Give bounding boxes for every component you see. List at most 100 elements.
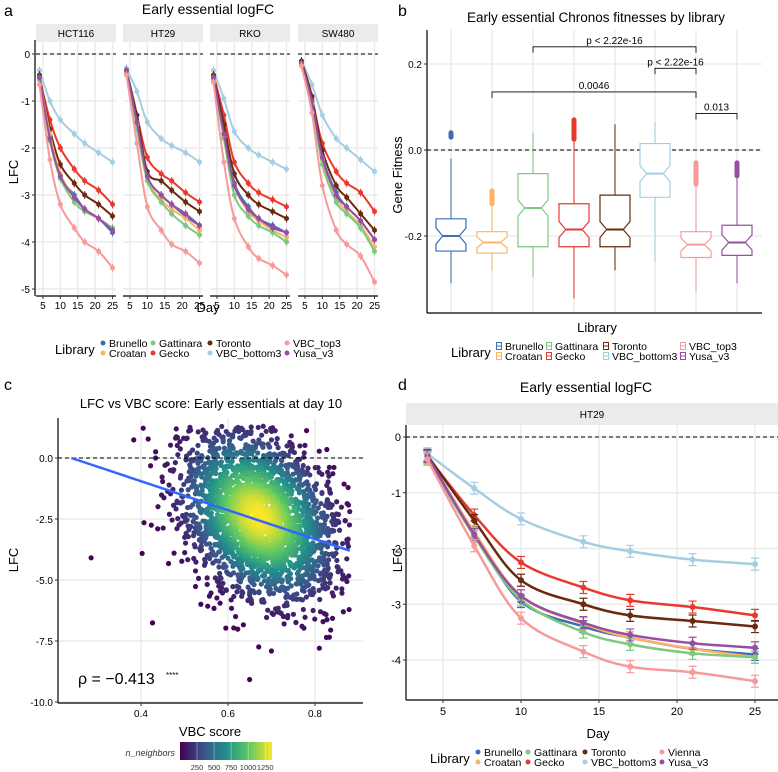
data-point bbox=[627, 663, 634, 670]
x-tick-label: 0.8 bbox=[308, 709, 322, 720]
data-point bbox=[580, 538, 587, 545]
scatter-point bbox=[181, 481, 187, 488]
scatter-point bbox=[256, 589, 262, 595]
scatter-point bbox=[204, 575, 210, 581]
data-point bbox=[197, 199, 203, 205]
scatter-point bbox=[290, 471, 296, 477]
scatter-point bbox=[260, 423, 266, 429]
scatter-point bbox=[219, 423, 225, 430]
scatter-point bbox=[191, 478, 197, 484]
data-point bbox=[245, 206, 251, 212]
panel-c: 0.0 -2.5 -5.0 -7.5 -10.0 0.4 0.6 0.8 ρ = −0.413 *… bbox=[30, 418, 363, 772]
scatter-point bbox=[316, 448, 322, 454]
scatter-point bbox=[160, 525, 166, 531]
data-point bbox=[57, 201, 63, 207]
data-point bbox=[110, 201, 116, 207]
scatter-point bbox=[302, 614, 308, 620]
scatter-point bbox=[326, 464, 332, 470]
scatter-point bbox=[249, 568, 256, 575]
scatter-point bbox=[145, 436, 151, 442]
data-point bbox=[57, 117, 63, 123]
data-point bbox=[518, 577, 524, 584]
panel-b-title: Early essential Chronos fitnesses by lib… bbox=[467, 10, 725, 25]
panel-a-ylabel: LFC bbox=[6, 160, 21, 185]
data-point bbox=[333, 169, 339, 174]
scatter-point bbox=[208, 510, 214, 516]
scatter-point bbox=[155, 526, 161, 532]
scatter-point bbox=[339, 541, 346, 547]
scatter-point bbox=[290, 463, 296, 469]
scatter-point bbox=[303, 594, 310, 600]
scatter-point bbox=[317, 596, 323, 603]
legend-key-Toronto bbox=[582, 749, 588, 755]
scatter-point bbox=[256, 644, 262, 650]
scatter-point bbox=[320, 582, 326, 588]
legend-label: Brunello bbox=[505, 341, 544, 353]
legend-key-Gecko bbox=[150, 350, 156, 356]
scatter-point bbox=[275, 605, 281, 611]
x-tick-label: 20 bbox=[177, 301, 189, 312]
colorbar-tick-label: 750 bbox=[225, 763, 238, 772]
scatter-point bbox=[317, 522, 323, 528]
scatter-point bbox=[219, 585, 225, 591]
scatter-point bbox=[199, 488, 205, 494]
data-point bbox=[358, 157, 364, 163]
notched-box-Brunello bbox=[435, 218, 467, 252]
colorbar-title: n_neighbors bbox=[125, 748, 175, 758]
data-point bbox=[344, 194, 350, 200]
scatter-point bbox=[255, 513, 261, 519]
y-tick-label: 0.0 bbox=[39, 454, 53, 465]
data-point bbox=[284, 230, 290, 236]
data-point bbox=[82, 192, 88, 198]
legend-key-VBC_top3 bbox=[284, 340, 290, 346]
data-point bbox=[123, 72, 129, 78]
data-point bbox=[270, 159, 276, 165]
scatter-point bbox=[164, 461, 170, 467]
scatter-point bbox=[319, 550, 325, 556]
legend-label: VBC_bottom3 bbox=[612, 351, 678, 363]
scatter-point bbox=[319, 514, 325, 520]
data-point bbox=[752, 561, 758, 568]
scatter-point bbox=[284, 546, 290, 552]
data-point bbox=[689, 617, 696, 624]
scatter-point bbox=[195, 575, 202, 581]
data-point bbox=[284, 234, 290, 240]
legend-label: Toronto bbox=[612, 341, 647, 353]
scatter-point bbox=[212, 575, 218, 581]
scatter-point bbox=[319, 490, 325, 496]
scatter-point bbox=[281, 621, 287, 627]
data-point bbox=[333, 199, 339, 205]
data-point bbox=[47, 98, 53, 104]
legend-key-VBC_bottom3 bbox=[582, 759, 588, 765]
scatter-point bbox=[205, 603, 211, 609]
data-point bbox=[71, 199, 77, 205]
panel-d-ylabel: LFC bbox=[390, 548, 405, 573]
legend-label: Yusa_v3 bbox=[293, 348, 333, 360]
facet-label: HT29 bbox=[151, 29, 176, 40]
data-point bbox=[333, 227, 339, 233]
scatter-point bbox=[208, 590, 214, 596]
data-point bbox=[82, 178, 88, 184]
scatter-point bbox=[211, 605, 217, 611]
scatter-point bbox=[339, 576, 346, 582]
data-point bbox=[319, 112, 325, 118]
scatter-point bbox=[195, 429, 201, 435]
data-point bbox=[231, 159, 237, 165]
data-point bbox=[231, 129, 237, 135]
y-tick-label: -10.0 bbox=[30, 698, 53, 709]
facet-label: SW480 bbox=[322, 29, 355, 40]
scatter-point bbox=[326, 473, 332, 479]
data-point bbox=[752, 623, 758, 630]
scatter-point bbox=[303, 428, 310, 434]
data-point bbox=[36, 67, 42, 73]
data-point bbox=[298, 63, 304, 69]
data-point bbox=[372, 169, 378, 174]
data-point bbox=[471, 531, 478, 538]
legend-key-Brunello bbox=[475, 749, 481, 755]
scatter-point bbox=[344, 500, 350, 507]
x-tick-label: 0.6 bbox=[221, 709, 235, 720]
data-point bbox=[183, 150, 189, 156]
scatter-point bbox=[234, 541, 240, 547]
data-point bbox=[580, 584, 587, 591]
data-point bbox=[210, 79, 216, 85]
